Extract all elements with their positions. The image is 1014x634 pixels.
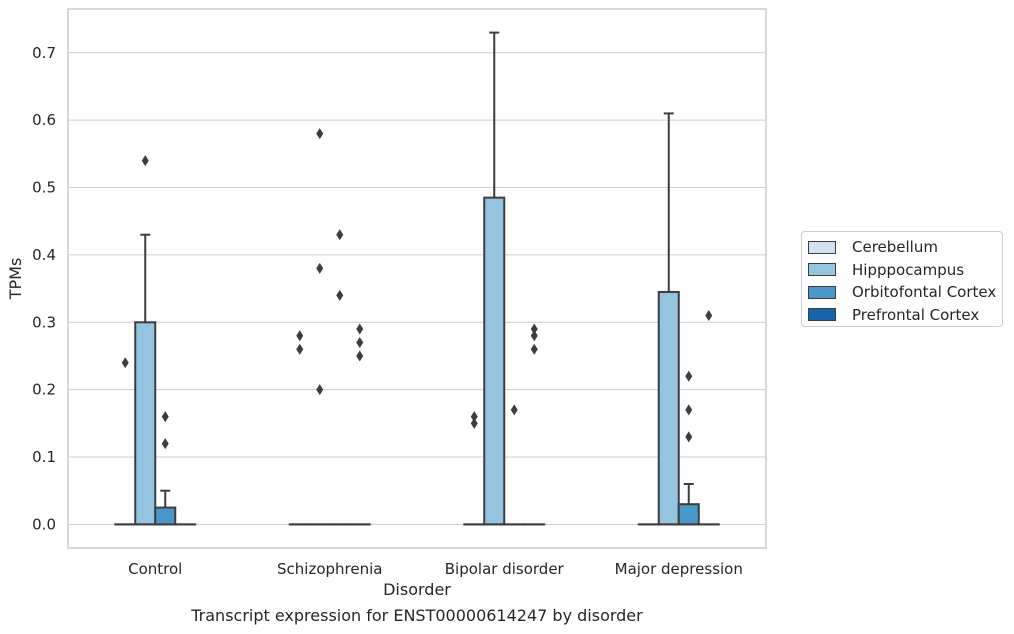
outlier-point: [296, 330, 304, 342]
legend-item: Cerebellum: [808, 236, 1002, 259]
outlier-point: [470, 417, 478, 429]
outlier-point: [530, 330, 538, 342]
outlier-point: [356, 323, 364, 335]
y-tick-label: 0.1: [32, 448, 56, 466]
plot-frame: [67, 8, 767, 549]
y-tick-label: 0.3: [32, 313, 56, 331]
box: [677, 503, 700, 526]
box: [134, 321, 157, 526]
outlier-point: [685, 431, 693, 443]
outlier-point: [470, 411, 478, 423]
outlier-point: [296, 343, 304, 355]
y-axis-label: TPMs: [6, 258, 25, 301]
x-tick-label: Major depression: [615, 560, 743, 578]
x-tick-label: Schizophrenia: [277, 560, 382, 578]
outlier-point: [336, 229, 344, 241]
legend-swatch: [808, 240, 836, 254]
box: [483, 196, 506, 526]
y-tick-label: 0.6: [32, 111, 56, 129]
legend-swatch: [808, 285, 836, 299]
y-tick-label: 0.5: [32, 179, 56, 197]
y-tick-label: 0.0: [32, 515, 56, 533]
x-tick-label: Control: [128, 560, 182, 578]
legend-item: Hipppocampus: [808, 259, 1002, 282]
y-tick-label: 0.2: [32, 381, 56, 399]
chart-legend: Cerebellum Hipppocampus Orbitofontal Corte…: [801, 231, 1003, 327]
x-tick-label: Bipolar disorder: [445, 560, 565, 578]
legend-label: Hipppocampus: [852, 260, 965, 279]
outlier-point: [316, 384, 324, 396]
legend-label: Cerebellum: [852, 238, 938, 257]
legend-item: Prefrontal Cortex: [808, 304, 1002, 327]
outlier-point: [356, 337, 364, 349]
x-axis-label: Disorder: [383, 580, 451, 599]
outlier-point: [316, 262, 324, 274]
outlier-point: [356, 350, 364, 362]
outlier-point: [141, 155, 149, 167]
box: [154, 506, 177, 526]
outlier-point: [336, 289, 344, 301]
legend-swatch: [808, 308, 836, 322]
outlier-point: [705, 310, 713, 322]
legend-item: Orbitofontal Cortex: [808, 281, 1002, 304]
legend-label: Prefrontal Cortex: [852, 305, 980, 324]
outlier-point: [121, 357, 129, 369]
outlier-point: [530, 343, 538, 355]
outlier-point: [161, 438, 169, 450]
chart-caption: Transcript expression for ENST0000061424…: [191, 606, 643, 625]
outlier-point: [161, 411, 169, 423]
outlier-point: [685, 404, 693, 416]
outlier-point: [530, 323, 538, 335]
y-tick-label: 0.4: [32, 246, 56, 264]
y-tick-label: 0.7: [32, 44, 56, 62]
outlier-point: [685, 370, 693, 382]
outlier-point: [510, 404, 518, 416]
box: [657, 290, 680, 526]
legend-swatch: [808, 263, 836, 277]
outlier-point: [316, 128, 324, 140]
legend-label: Orbitofontal Cortex: [852, 283, 997, 302]
